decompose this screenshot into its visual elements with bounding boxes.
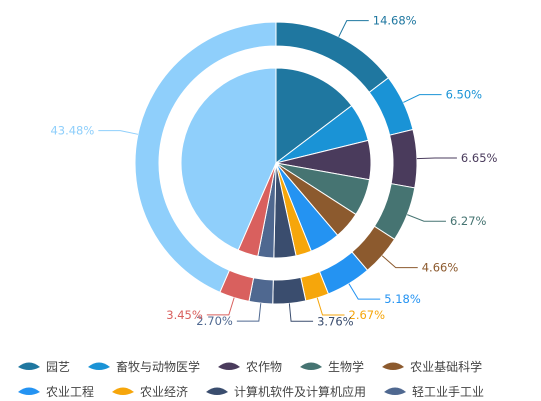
- leader-line-8: [236, 303, 262, 322]
- legend-item-8[interactable]: 轻工业手工业: [384, 385, 484, 399]
- legend-item-4[interactable]: 农业基础科学: [382, 359, 482, 374]
- leader-line-4: [381, 255, 418, 269]
- legend-label: 畜牧与动物医学: [116, 359, 200, 374]
- legend-label: 计算机软件及计算机应用: [234, 384, 366, 399]
- legend-item-2[interactable]: 农作物: [218, 360, 282, 374]
- legend-item-0[interactable]: 园艺: [18, 360, 70, 374]
- leader-line-1: [403, 94, 442, 103]
- legend-label: 农业经济: [140, 384, 188, 399]
- legend-label: 农业基础科学: [410, 359, 482, 374]
- leader-line-2: [416, 157, 457, 160]
- slice-label-2: 6.65%: [461, 151, 498, 165]
- outer-ring: [134, 21, 418, 305]
- slice-label-9: 3.45%: [166, 308, 203, 322]
- legend-label: 轻工业手工业: [412, 385, 484, 399]
- leader-line-6: [316, 297, 345, 316]
- inner-slice-0[interactable]: [275, 67, 353, 165]
- outer-slice-7[interactable]: [272, 276, 307, 305]
- leader-line-5: [348, 283, 381, 300]
- slice-label-3: 6.27%: [450, 214, 487, 228]
- outer-slice-2[interactable]: [389, 128, 418, 189]
- legend-swatch-icon: [300, 362, 323, 370]
- legend-swatch-icon: [206, 387, 229, 395]
- legend-item-6[interactable]: 农业经济: [112, 384, 188, 399]
- legend-item-7[interactable]: 计算机软件及计算机应用: [206, 384, 366, 399]
- leader-line-7: [288, 303, 314, 322]
- slice-label-6: 2.67%: [349, 308, 386, 322]
- outer-slice-10[interactable]: [134, 21, 277, 293]
- legend-label: 农业工程: [46, 384, 94, 399]
- slice-label-8: 2.70%: [196, 314, 233, 328]
- legend-swatch-icon: [382, 362, 405, 370]
- slice-label-10: 43.48%: [50, 124, 94, 138]
- legend-swatch-icon: [18, 362, 40, 370]
- leader-line-9: [206, 297, 235, 316]
- leader-lines: [98, 20, 457, 322]
- legend-label: 生物学: [328, 359, 364, 374]
- legend-swatch-icon: [112, 387, 135, 395]
- leader-line-3: [407, 214, 446, 222]
- slice-label-0: 14.68%: [373, 14, 417, 28]
- inner-slice-10[interactable]: [180, 67, 277, 251]
- slice-label-5: 5.18%: [384, 292, 421, 306]
- leader-line-10: [98, 130, 139, 135]
- legend-label: 园艺: [46, 360, 70, 374]
- legend-item-3[interactable]: 生物学: [300, 359, 364, 374]
- legend-item-1[interactable]: 畜牧与动物医学: [88, 359, 200, 374]
- legend-swatch-icon: [18, 387, 40, 395]
- inner-ring: [180, 67, 372, 259]
- slice-label-4: 4.66%: [422, 261, 459, 275]
- slice-label-1: 6.50%: [446, 88, 483, 102]
- leader-line-0: [338, 20, 369, 37]
- legend-swatch-icon: [218, 362, 241, 370]
- legend-label: 农作物: [246, 360, 282, 374]
- legend-swatch-icon: [384, 387, 407, 395]
- slice-label-7: 3.76%: [317, 314, 354, 328]
- legend-swatch-icon: [88, 362, 111, 370]
- legend-item-5[interactable]: 农业工程: [18, 384, 94, 399]
- slice-labels: 14.68% 6.50% 6.65% 6.27% 4.66% 5.18% 2.67%3.76…: [50, 14, 497, 329]
